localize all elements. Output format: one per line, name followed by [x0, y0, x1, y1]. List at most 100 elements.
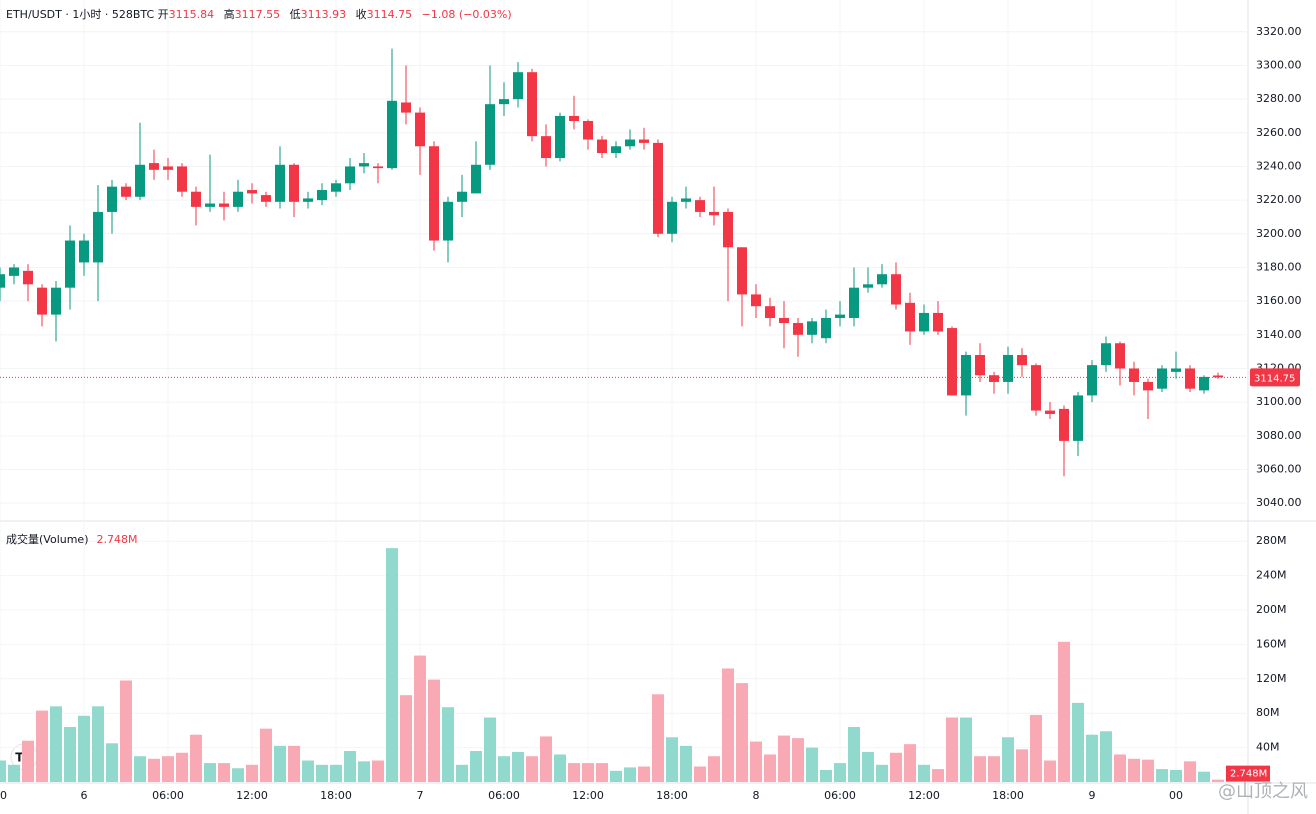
- volume-bar: [0, 760, 6, 782]
- candle-body: [1101, 343, 1111, 366]
- volume-bar: [176, 752, 188, 782]
- candle-body: [667, 201, 677, 234]
- volume-bar: [974, 756, 986, 782]
- y-tick-label: 3040.00: [1256, 496, 1302, 509]
- candle-body: [597, 139, 607, 153]
- candle-body: [765, 306, 775, 318]
- ohlc-name: 高: [223, 8, 235, 21]
- candle-body: [415, 112, 425, 147]
- volume-bar: [792, 738, 804, 782]
- candle-body: [37, 287, 47, 315]
- candle-body: [1087, 365, 1097, 396]
- x-tick-label: 12:00: [572, 789, 604, 802]
- candle-body: [65, 240, 75, 288]
- volume-bar: [498, 756, 510, 782]
- candle-body: [1017, 355, 1027, 366]
- candle-body: [751, 294, 761, 307]
- volume-bar: [638, 766, 650, 782]
- candle-body: [233, 191, 243, 207]
- volume-bar: [1184, 761, 1196, 782]
- volume-bar: [274, 745, 286, 782]
- volume-bar: [64, 726, 76, 782]
- y-tick-label: 3100.00: [1256, 395, 1302, 408]
- volume-bar: [652, 694, 664, 782]
- x-tick-label: 18:00: [656, 789, 688, 802]
- x-tick-label: 7: [417, 789, 424, 802]
- volume-tick-label: 280M: [1256, 534, 1287, 547]
- candle-body: [989, 375, 999, 382]
- candle-body: [1031, 365, 1041, 411]
- ohlc-name: 开: [157, 8, 169, 21]
- candle-body: [0, 274, 5, 288]
- y-tick-label: 3140.00: [1256, 328, 1302, 341]
- candle-body: [1129, 368, 1139, 382]
- volume-bar: [582, 763, 594, 782]
- volume-bar: [764, 754, 776, 782]
- y-tick-label: 3220.00: [1256, 193, 1302, 206]
- candle-body: [303, 198, 313, 202]
- candle-body: [485, 104, 495, 165]
- candle-body: [905, 302, 915, 332]
- volume-bar: [736, 683, 748, 782]
- x-tick-label: 18:00: [992, 789, 1024, 802]
- candle-body: [639, 139, 649, 143]
- candle-body: [261, 195, 271, 202]
- volume-bar: [1030, 714, 1042, 782]
- candle-body: [1171, 368, 1181, 372]
- volume-bar: [1016, 749, 1028, 782]
- candle-body: [471, 164, 481, 194]
- volume-bar: [1044, 760, 1056, 782]
- volume-bar: [932, 769, 944, 782]
- candle-body: [401, 102, 411, 113]
- volume-bar: [862, 751, 874, 782]
- volume-bar: [218, 763, 230, 782]
- volume-bar: [120, 680, 132, 782]
- candle-body: [863, 284, 873, 288]
- volume-bar: [92, 706, 104, 782]
- x-tick-label: 00: [1169, 789, 1183, 802]
- volume-bar: [204, 763, 216, 782]
- volume-bar: [1002, 737, 1014, 782]
- volume-bar: [8, 764, 20, 782]
- volume-bar: [988, 756, 1000, 782]
- volume-bars: [0, 548, 1224, 782]
- volume-bar: [190, 734, 202, 782]
- volume-tick-label: 240M: [1256, 569, 1287, 582]
- x-tick-label: 06:00: [488, 789, 520, 802]
- volume-bar: [750, 741, 762, 782]
- price-tag-bg: [1250, 368, 1300, 387]
- candle-body: [779, 317, 789, 324]
- volume-bar: [708, 756, 720, 782]
- volume-bar: [596, 763, 608, 782]
- candle-body: [807, 321, 817, 335]
- volume-bar: [918, 764, 930, 782]
- y-tick-label: 3180.00: [1256, 260, 1302, 273]
- candle-body: [891, 274, 901, 305]
- x-tick-label: 12:00: [236, 789, 268, 802]
- volume-legend: 成交量(Volume) 2.748M: [6, 531, 137, 547]
- candle-body: [9, 267, 19, 276]
- candle-body: [513, 72, 523, 100]
- candle-body: [317, 190, 327, 201]
- volume-bar: [1156, 769, 1168, 782]
- y-tick-label: 3060.00: [1256, 462, 1302, 475]
- candle-body: [681, 198, 691, 202]
- candle-body: [1185, 368, 1195, 389]
- candle-body: [79, 240, 89, 263]
- volume-bar: [946, 717, 958, 782]
- volume-bar: [456, 764, 468, 782]
- candle-body: [457, 191, 467, 202]
- candle-body: [163, 166, 173, 170]
- volume-bar: [1100, 731, 1112, 782]
- candle-body: [219, 203, 229, 207]
- candle-body: [23, 270, 33, 285]
- volume-bar: [554, 754, 566, 782]
- volume-bar: [568, 763, 580, 782]
- candle-body: [947, 328, 957, 396]
- candle-body: [933, 312, 943, 332]
- volume-title: 成交量(Volume): [6, 533, 89, 546]
- y-tick-label: 3160.00: [1256, 294, 1302, 307]
- volume-bar: [1072, 702, 1084, 782]
